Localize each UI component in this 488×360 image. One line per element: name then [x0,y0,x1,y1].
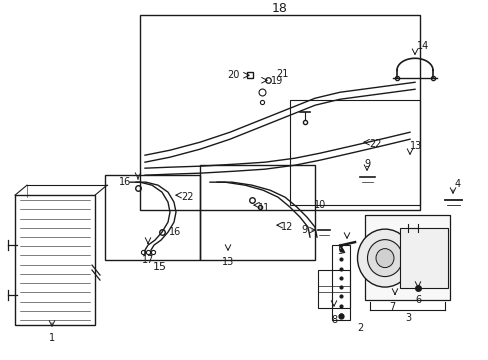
Bar [15,195,95,325]
Bar [364,215,449,300]
Text: 14: 14 [416,41,428,51]
Bar [289,100,419,205]
Text: 4: 4 [454,179,460,189]
Bar [399,228,447,288]
Bar [331,245,349,320]
Text: 9: 9 [301,225,307,235]
Text: 6: 6 [414,295,420,305]
Ellipse shape [367,240,402,276]
Text: 8: 8 [330,315,336,325]
Bar [140,15,419,210]
Bar [200,165,314,260]
Ellipse shape [375,249,393,267]
Text: 18: 18 [271,2,287,15]
Text: 16: 16 [119,177,131,187]
Text: 22: 22 [369,139,382,149]
Bar [317,270,349,308]
Text: 11: 11 [257,203,269,213]
Text: 15: 15 [153,262,167,272]
Text: 9: 9 [363,159,369,169]
Text: 21: 21 [275,69,287,79]
Text: 10: 10 [313,200,325,210]
Text: 13: 13 [222,257,234,267]
Text: 2: 2 [356,323,363,333]
Text: 17: 17 [142,255,154,265]
Text: 12: 12 [280,222,293,232]
Ellipse shape [357,229,412,287]
Text: 19: 19 [270,76,283,86]
Text: 13: 13 [409,141,421,151]
Text: 5: 5 [336,246,343,256]
Text: 1: 1 [49,333,55,343]
Bar [105,175,200,260]
Text: 7: 7 [388,302,394,312]
Text: 16: 16 [168,227,181,237]
Text: 22: 22 [182,192,194,202]
Text: 3: 3 [404,313,410,323]
Text: 20: 20 [226,70,239,80]
